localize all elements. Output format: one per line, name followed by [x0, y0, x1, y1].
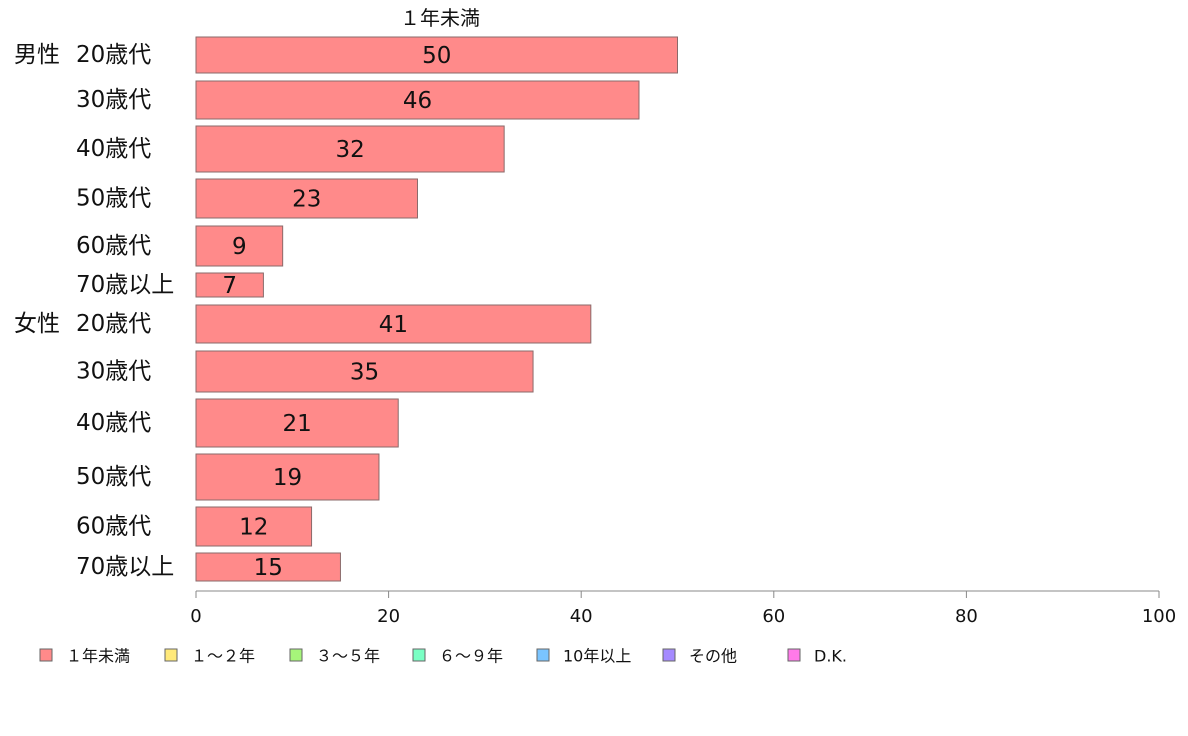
bar-male-0 — [195, 36, 678, 74]
category-label: 40歳代 — [76, 136, 151, 162]
bar-value-label: 15 — [254, 555, 283, 581]
legend-swatch — [536, 648, 550, 662]
legend-swatch — [289, 648, 303, 662]
bar-value-label: 35 — [350, 360, 379, 386]
bar-female-1 — [195, 350, 534, 393]
category-label: 20歳代 — [76, 311, 151, 337]
bar-female-5 — [195, 552, 341, 582]
group-label: 女性 — [14, 311, 60, 337]
bar-female-0 — [195, 304, 592, 344]
x-tick-label: 60 — [762, 606, 785, 627]
x-tick-label: 80 — [955, 606, 978, 627]
bar-value-label: 7 — [222, 273, 237, 299]
legend-label: 10年以上 — [563, 647, 631, 666]
bar-male-5 — [195, 272, 264, 298]
legend: １年未満 １～２年 ３～５年 ６～９年 10年以上 その他 D.K. — [39, 647, 847, 666]
category-label: 30歳代 — [76, 87, 151, 113]
legend-swatch — [662, 648, 676, 662]
legend-label: １年未満 — [66, 647, 130, 666]
category-label: 50歳代 — [76, 464, 151, 490]
bar-female-3 — [195, 453, 380, 501]
group-label: 男性 — [14, 42, 60, 68]
bar-female-4 — [195, 506, 313, 547]
x-tick-label: 20 — [377, 606, 400, 627]
legend-swatch — [164, 648, 178, 662]
category-label: 60歳代 — [76, 514, 151, 540]
bar-value-label: 50 — [422, 43, 451, 69]
legend-swatch — [787, 648, 801, 662]
legend-label: １～２年 — [191, 647, 255, 666]
bar-male-4 — [195, 225, 284, 267]
category-labels-layer: 20歳代男性30歳代40歳代50歳代60歳代70歳以上20歳代女性30歳代40歳… — [14, 42, 174, 580]
category-label: 40歳代 — [76, 410, 151, 436]
x-tick-label: 100 — [1142, 606, 1176, 627]
category-label: 20歳代 — [76, 42, 151, 68]
category-label: 50歳代 — [76, 186, 151, 212]
bar-value-label: 32 — [335, 137, 364, 163]
category-label: 70歳以上 — [76, 272, 174, 298]
legend-swatch — [412, 648, 426, 662]
x-tick-label: 40 — [570, 606, 593, 627]
legend-label: D.K. — [814, 647, 847, 666]
x-tick-label: 0 — [190, 606, 201, 627]
bar-male-3 — [195, 178, 418, 219]
bar-value-label: 21 — [282, 411, 311, 437]
bar-value-label: 12 — [239, 515, 268, 541]
category-label: 60歳代 — [76, 233, 151, 259]
legend-label: ６～９年 — [439, 647, 503, 666]
bar-value-label: 19 — [273, 465, 302, 491]
bar-value-label: 41 — [379, 312, 408, 338]
bar-value-label: 46 — [403, 88, 432, 114]
bar-female-2 — [195, 398, 399, 448]
legend-swatch — [39, 648, 53, 662]
category-label: 30歳代 — [76, 359, 151, 385]
bar-male-1 — [195, 80, 640, 120]
x-axis-ticks: 0 20 40 60 80 100 — [190, 591, 1176, 627]
bar-value-label: 23 — [292, 187, 321, 213]
legend-label: その他 — [689, 647, 737, 666]
chart-title: １年未満 — [400, 6, 480, 30]
bar-male-2 — [195, 125, 505, 173]
category-label: 70歳以上 — [76, 554, 174, 580]
bar-value-label: 9 — [232, 234, 247, 260]
legend-label: ３～５年 — [316, 647, 380, 666]
